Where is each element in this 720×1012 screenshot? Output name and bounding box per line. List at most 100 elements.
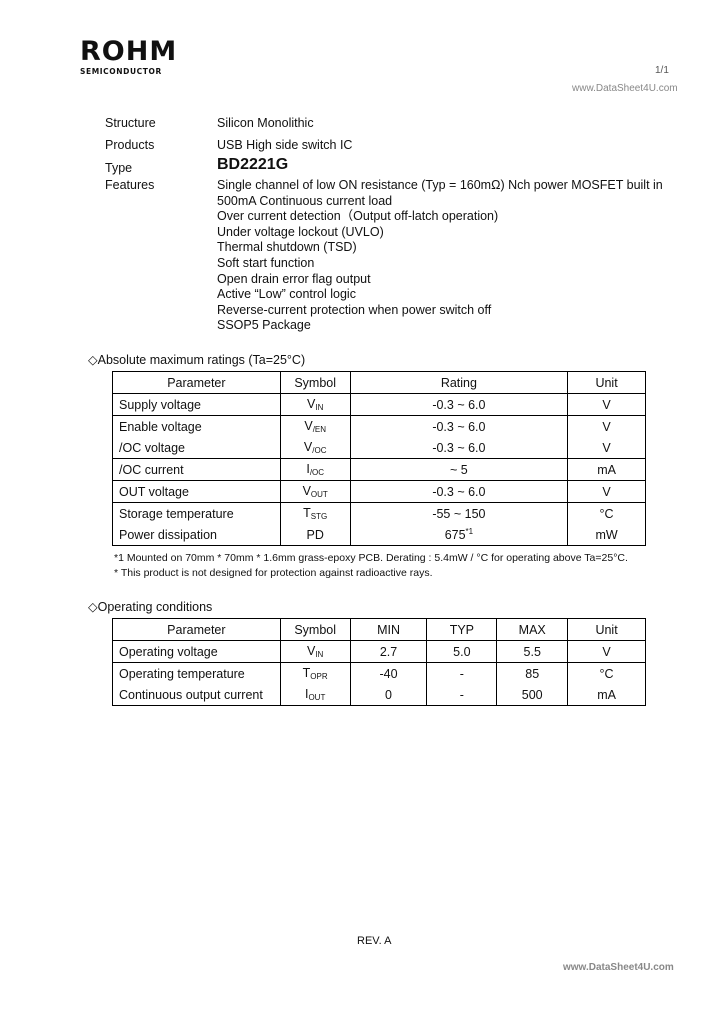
max-cell: 5.5 bbox=[496, 640, 569, 663]
parameter-cell: Continuous output current bbox=[112, 684, 281, 706]
table-row: Supply voltage VIN -0.3 ~ 6.0 V bbox=[112, 393, 646, 416]
products-label: Products bbox=[105, 138, 155, 152]
table-row: Operating temperature TOPR -40-85 °C bbox=[112, 662, 646, 684]
footnote-ref: *1 bbox=[465, 526, 474, 536]
symbol-subscript: OUT bbox=[308, 693, 326, 702]
column-header: Unit bbox=[567, 371, 646, 394]
symbol-cell: V/OC bbox=[279, 437, 351, 459]
symbol-cell: VOUT bbox=[279, 480, 351, 503]
symbol: T bbox=[302, 666, 311, 680]
features-label: Features bbox=[105, 178, 155, 192]
feature-item: Active “Low” control logic bbox=[217, 287, 356, 302]
symbol-cell: VIN bbox=[279, 393, 351, 416]
op-conditions-table: Parameter Symbol MIN TYP MAX Unit Operating vo… bbox=[112, 618, 646, 706]
rating-cell: -0.3 ~ 6.0 bbox=[349, 415, 569, 437]
symbol: T bbox=[303, 506, 311, 520]
footnote-1: *1 Mounted on 70mm * 70mm * 1.6mm grass-… bbox=[114, 552, 628, 564]
rating-cell: -0.3 ~ 6.0 bbox=[349, 393, 569, 416]
column-header: Rating bbox=[349, 371, 569, 394]
feature-item: Over current detection（Output off-latch … bbox=[217, 209, 499, 224]
symbol-cell: PD bbox=[279, 524, 351, 546]
table-row: Enable voltage V/EN -0.3 ~ 6.0 V bbox=[112, 415, 646, 437]
rating-cell: -0.3 ~ 6.0 bbox=[349, 437, 569, 459]
parameter-cell: Operating voltage bbox=[112, 640, 281, 663]
column-header: Symbol bbox=[279, 371, 351, 394]
abs-max-title: ◇Absolute maximum ratings (Ta=25°C) bbox=[88, 353, 306, 367]
feature-item: Reverse-current protection when power sw… bbox=[217, 302, 492, 317]
parameter-cell: Power dissipation bbox=[112, 524, 281, 546]
table-row: Operating voltage VIN 2.7 5.0 5.5 V bbox=[112, 640, 646, 663]
unit-cell: °C bbox=[567, 662, 646, 684]
column-header: Symbol bbox=[279, 618, 351, 641]
header-row: Parameter Symbol MIN TYP MAX Unit bbox=[112, 618, 646, 641]
symbol: I bbox=[306, 462, 310, 476]
symbol-cell: TSTG bbox=[279, 502, 351, 524]
symbol: V bbox=[302, 484, 311, 498]
symbol-cell: TOPR bbox=[279, 662, 351, 684]
footnote-2: * This product is not designed for prote… bbox=[114, 567, 433, 579]
header-row: Parameter Symbol Rating Unit bbox=[112, 371, 646, 394]
rating-cell: 675*1 bbox=[349, 524, 569, 546]
revision: REV. A bbox=[357, 935, 392, 947]
min-cell: -40 bbox=[349, 662, 428, 684]
symbol-cell: IOUT bbox=[279, 684, 351, 706]
unit-cell: V bbox=[567, 415, 646, 437]
feature-item: Thermal shutdown (TSD) bbox=[217, 240, 357, 255]
symbol: V bbox=[307, 397, 316, 411]
rohm-logo: ROHM bbox=[80, 36, 178, 67]
symbol-subscript: OPR bbox=[310, 672, 328, 681]
rating-cell: ~ 5 bbox=[349, 458, 569, 481]
feature-item: Open drain error flag output bbox=[217, 271, 371, 286]
watermark-link[interactable]: www.DataSheet4U.com bbox=[572, 83, 678, 94]
table-row: /OC current I/OC ~ 5 mA bbox=[112, 458, 646, 481]
max-cell: 85 bbox=[496, 662, 569, 684]
parameter-cell: Enable voltage bbox=[112, 415, 281, 437]
symbol: V bbox=[306, 644, 316, 658]
column-header: Parameter bbox=[112, 371, 281, 394]
products-value: USB High side switch IC bbox=[217, 138, 353, 152]
min-cell: 0 bbox=[349, 684, 428, 706]
parameter-cell: Supply voltage bbox=[112, 393, 281, 416]
table-row: /OC voltage V/OC -0.3 ~ 6.0 V bbox=[112, 437, 646, 459]
symbol-cell: VIN bbox=[279, 640, 351, 663]
unit-cell: V bbox=[567, 437, 646, 459]
column-header: Unit bbox=[567, 618, 646, 641]
structure-label: Structure bbox=[105, 116, 156, 130]
parameter-cell: /OC current bbox=[112, 458, 281, 481]
symbol-subscript: STG bbox=[310, 512, 328, 521]
column-header: MIN bbox=[349, 618, 428, 641]
column-header: Parameter bbox=[112, 618, 281, 641]
min-cell: 2.7 bbox=[349, 640, 428, 663]
feature-item: SSOP5 Package bbox=[217, 318, 311, 333]
feature-item: 500mA Continuous current load bbox=[217, 193, 393, 208]
symbol-subscript: /EN bbox=[312, 425, 327, 434]
parameter-cell: Operating temperature bbox=[112, 662, 281, 684]
part-number: BD2221G bbox=[217, 156, 289, 173]
unit-cell: V bbox=[567, 640, 646, 663]
symbol-subscript: IN bbox=[315, 650, 324, 659]
symbol: PD bbox=[306, 527, 324, 542]
symbol-subscript: IN bbox=[315, 403, 324, 412]
unit-cell: mA bbox=[567, 684, 646, 706]
footer-watermark[interactable]: www.DataSheet4U.com bbox=[563, 962, 674, 973]
typ-cell: 5.0 bbox=[426, 640, 498, 663]
symbol: V bbox=[304, 419, 313, 433]
symbol: I bbox=[304, 687, 309, 701]
type-label: Type bbox=[105, 161, 133, 175]
parameter-cell: /OC voltage bbox=[112, 437, 281, 459]
parameter-cell: Storage temperature bbox=[112, 502, 281, 524]
logo-subtitle: SEMICONDUCTOR bbox=[80, 67, 162, 76]
unit-cell: V bbox=[567, 393, 646, 416]
feature-item: Under voltage lockout (UVLO) bbox=[217, 224, 384, 239]
typ-cell: - bbox=[426, 662, 498, 684]
unit-cell: mW bbox=[567, 524, 646, 546]
feature-item: Soft start function bbox=[217, 255, 315, 270]
table-row: OUT voltage VOUT -0.3 ~ 6.0 V bbox=[112, 480, 646, 503]
symbol-cell: V/EN bbox=[279, 415, 351, 437]
structure-value: Silicon Monolithic bbox=[217, 116, 314, 130]
rating-cell: -0.3 ~ 6.0 bbox=[349, 480, 569, 503]
unit-cell: V bbox=[567, 480, 646, 503]
op-conditions-title: ◇Operating conditions bbox=[88, 600, 213, 614]
symbol-subscript: OUT bbox=[310, 490, 328, 499]
